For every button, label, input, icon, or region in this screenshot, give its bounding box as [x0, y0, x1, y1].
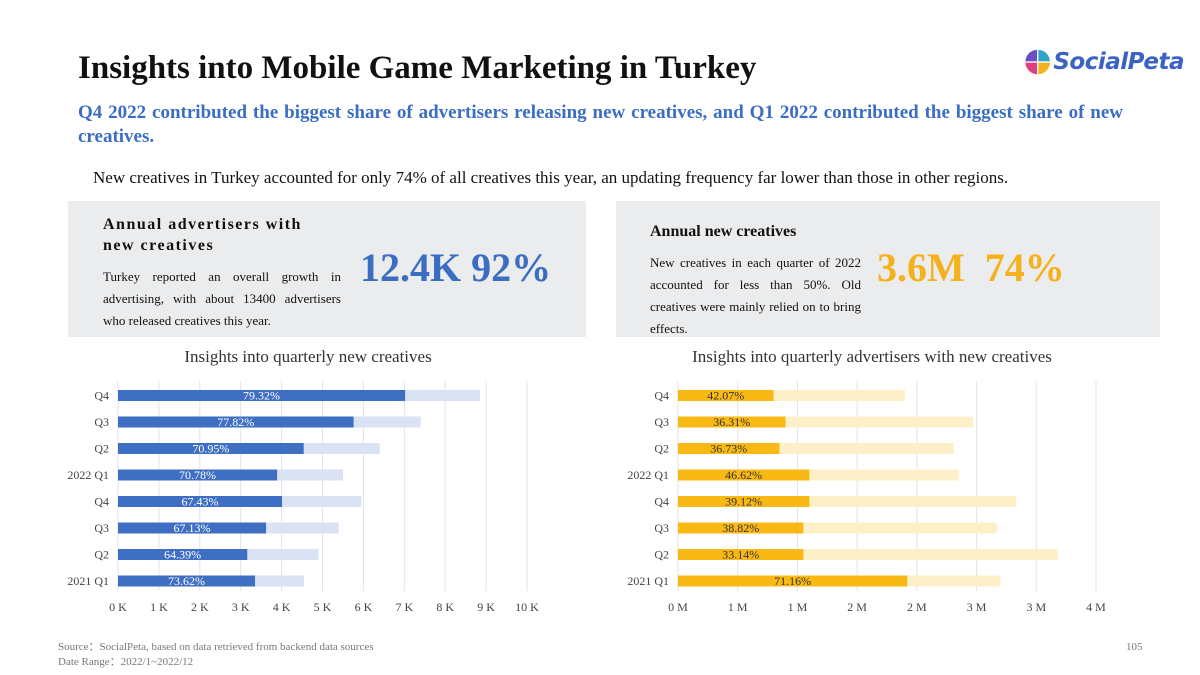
x-tick-label: 3 M — [967, 600, 987, 614]
brand-logo: SocialPeta — [1024, 41, 1184, 83]
x-tick-label: 0 M — [668, 600, 688, 614]
x-tick-label: 2 K — [191, 600, 209, 614]
page-title: Insights into Mobile Game Marketing in T… — [78, 50, 757, 86]
creatives-metric: 3.6M 74% — [877, 245, 1065, 290]
bar-data-label: 73.62% — [168, 574, 205, 588]
category-label: Q3 — [94, 415, 109, 429]
bar-new — [118, 416, 354, 428]
bar-new — [118, 390, 406, 401]
advertisers-chart: 0 M 1 M 1 M 2 M 2 M 3 M 3 M 4 M Q4 42.07% Q3 36.31%… — [627, 381, 1106, 614]
category-label: 2022 Q1 — [627, 468, 669, 482]
creatives-card-description: New creatives in each quarter of 2022 ac… — [650, 255, 861, 336]
bar-data-label: 70.95% — [192, 442, 229, 456]
page-summary: New creatives in Turkey accounted for on… — [93, 168, 1009, 187]
x-tick-label: 3 M — [1026, 600, 1046, 614]
category-label: Q4 — [654, 495, 669, 509]
x-tick-label: 5 K — [314, 600, 332, 614]
bar-total — [678, 416, 973, 428]
bar-total — [678, 522, 997, 534]
category-label: Q3 — [94, 521, 109, 535]
bar-total — [678, 390, 905, 401]
x-tick-label: 1 M — [788, 600, 808, 614]
category-label: Q3 — [654, 521, 669, 535]
category-label: Q3 — [654, 415, 669, 429]
bar-data-label: 71.16% — [774, 574, 811, 588]
bar-data-label: 67.43% — [182, 495, 219, 509]
category-label: Q2 — [94, 548, 109, 562]
category-label: Q2 — [94, 442, 109, 456]
bar-data-label: 36.31% — [713, 415, 750, 429]
bar-data-label: 42.07% — [707, 389, 744, 403]
bar-data-label: 64.39% — [164, 548, 201, 562]
footer-source: Source：SocialPeta, based on data retriev… — [58, 640, 374, 670]
right-chart-title: Insights into quarterly advertisers with… — [692, 347, 1052, 366]
advertisers-metric: 12.4K 92% — [360, 245, 552, 290]
bar-total — [678, 443, 954, 454]
bar-new — [678, 522, 804, 534]
category-label: 2022 Q1 — [67, 468, 109, 482]
advertisers-card-title: Annual advertisers with new creatives — [103, 216, 302, 254]
date-range-note: Date Range：2022/1~2022/12 — [58, 656, 194, 668]
bar-data-label: 46.62% — [725, 468, 762, 482]
bar-new — [678, 496, 810, 507]
bar-new — [118, 496, 283, 507]
left-chart-title: Insights into quarterly new creatives — [184, 347, 432, 366]
page-subtitle: Q4 2022 contributed the biggest share of… — [78, 102, 1123, 147]
x-tick-label: 2 M — [907, 600, 927, 614]
bar-new — [118, 549, 248, 560]
brand-name: SocialPeta — [1053, 49, 1184, 75]
bar-new — [118, 575, 256, 587]
bar-data-label: 39.12% — [725, 495, 762, 509]
x-tick-label: 1 K — [150, 600, 168, 614]
bar-data-label: 33.14% — [722, 548, 759, 562]
x-tick-label: 8 K — [436, 600, 454, 614]
socialpeta-logo-icon — [1025, 49, 1050, 75]
bar-data-label: 38.82% — [722, 521, 759, 535]
creatives-card — [616, 201, 1160, 337]
category-label: Q4 — [654, 389, 669, 403]
bar-new — [118, 469, 278, 481]
category-label: 2021 Q1 — [67, 574, 109, 588]
bar-new — [678, 443, 780, 454]
bar-data-label: 67.13% — [174, 521, 211, 535]
bar-new — [118, 443, 304, 454]
creatives-card-title: Annual new creatives — [650, 223, 797, 240]
category-label: 2021 Q1 — [627, 574, 669, 588]
x-tick-label: 4 K — [273, 600, 291, 614]
category-label: Q2 — [654, 548, 669, 562]
bar-data-label: 36.73% — [710, 442, 747, 456]
bar-total — [678, 496, 1016, 507]
x-tick-label: 2 M — [847, 600, 867, 614]
bar-new — [678, 469, 810, 481]
bar-new — [678, 390, 774, 401]
bar-data-label: 77.82% — [217, 415, 254, 429]
bar-new — [118, 522, 267, 534]
bar-new — [678, 549, 804, 560]
bar-data-label: 79.32% — [243, 389, 280, 403]
x-tick-label: 0 K — [109, 600, 127, 614]
source-note: Source：SocialPeta, based on data retriev… — [58, 641, 374, 653]
category-label: Q2 — [654, 442, 669, 456]
x-tick-label: 6 K — [355, 600, 373, 614]
category-label: Q4 — [94, 495, 109, 509]
x-tick-label: 4 M — [1086, 600, 1106, 614]
bar-total — [678, 469, 959, 481]
x-tick-label: 9 K — [477, 600, 495, 614]
x-tick-label: 3 K — [232, 600, 250, 614]
bar-data-label: 70.78% — [179, 468, 216, 482]
category-label: Q4 — [94, 389, 109, 403]
advertisers-card — [68, 201, 586, 337]
x-tick-label: 1 M — [728, 600, 748, 614]
x-tick-label: 7 K — [395, 600, 413, 614]
bar-new — [678, 575, 908, 587]
x-tick-label: 10 K — [515, 600, 539, 614]
new-creatives-chart: 0 K 1 K 2 K 3 K 4 K 5 K 6 K 7 K 8 K 9 K 10 K Q4 79.3… — [67, 381, 539, 614]
bar-new — [678, 416, 786, 428]
page-number: 105 — [1126, 641, 1143, 653]
bar-total — [678, 549, 1058, 560]
advertisers-card-description: Turkey reported an overall growth in adv… — [103, 269, 341, 328]
